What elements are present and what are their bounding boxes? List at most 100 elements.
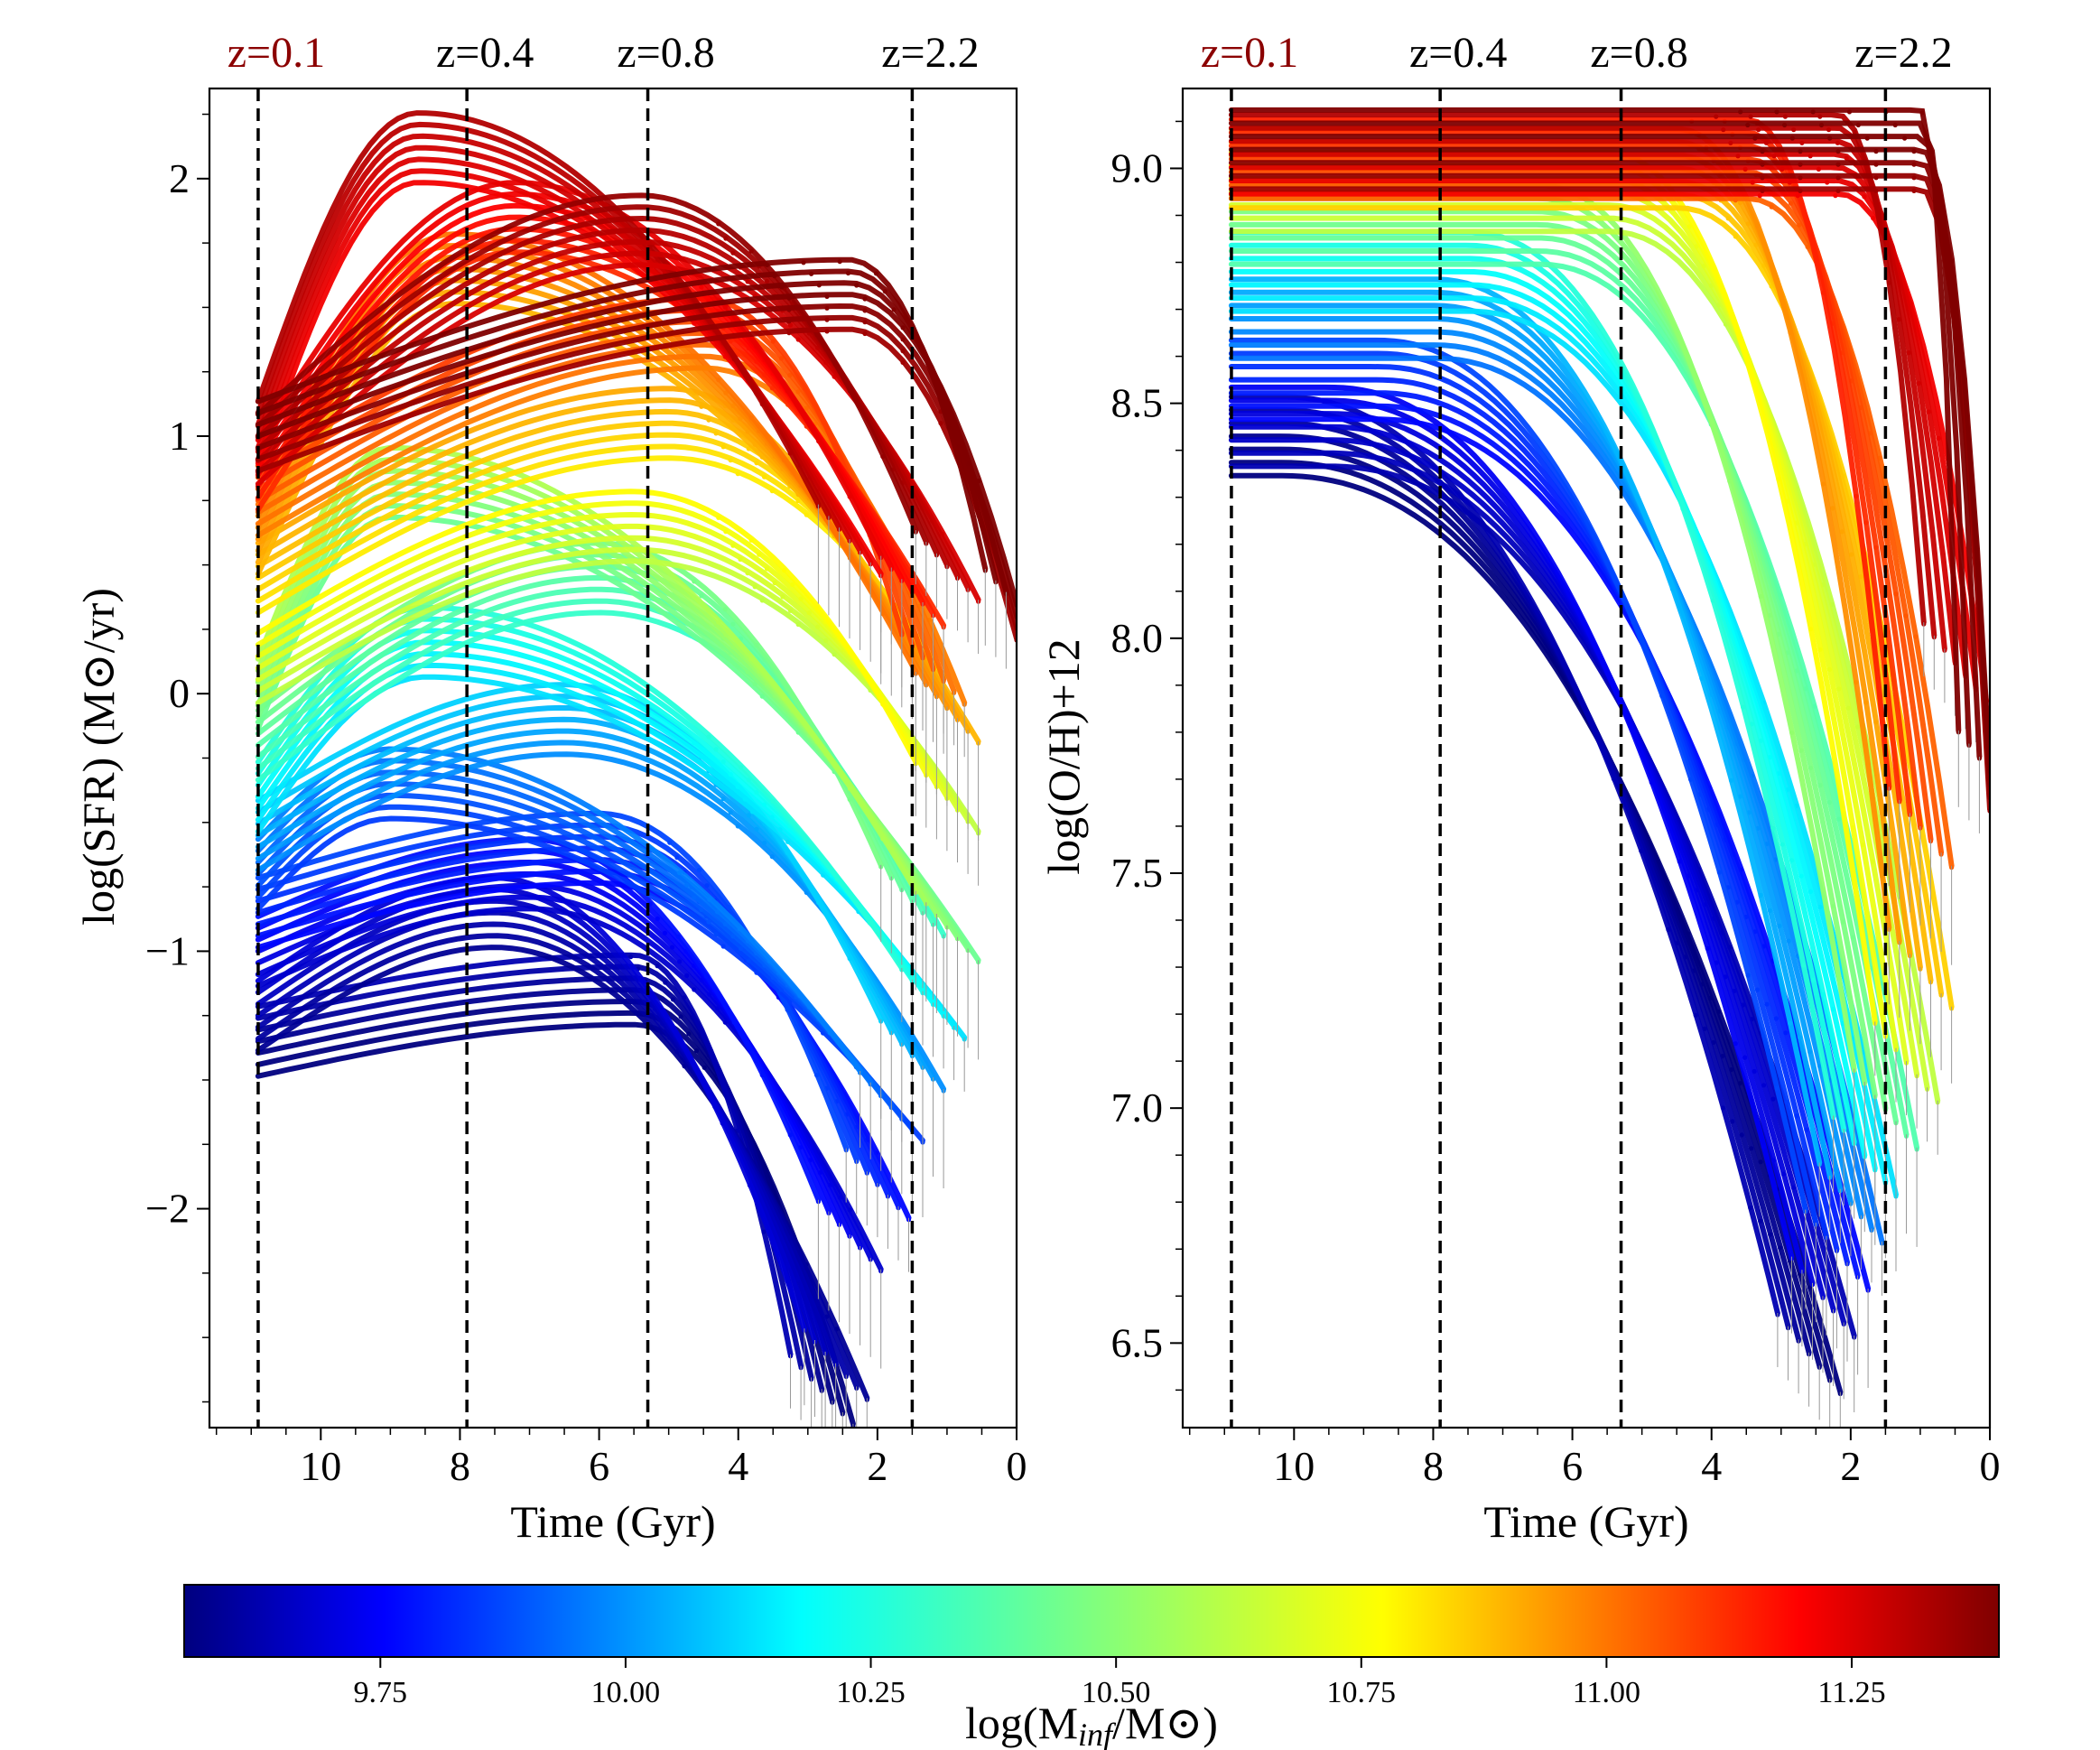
track-point bbox=[1789, 730, 1795, 736]
track-point bbox=[1798, 873, 1804, 879]
track-point bbox=[1873, 175, 1879, 181]
track-point bbox=[730, 543, 736, 548]
track-point bbox=[713, 747, 719, 752]
track-point bbox=[730, 403, 736, 408]
track-point bbox=[1745, 122, 1751, 128]
track-line bbox=[1228, 120, 1972, 747]
track-point bbox=[722, 304, 728, 310]
track-point bbox=[1755, 223, 1761, 228]
redshift-label: z=2.2 bbox=[881, 29, 979, 77]
track-point bbox=[946, 424, 952, 430]
track-point bbox=[731, 357, 737, 362]
track-point bbox=[708, 1050, 713, 1056]
track-point bbox=[769, 814, 775, 820]
track-point bbox=[1798, 748, 1804, 753]
x-tick-label: 10 bbox=[1273, 1443, 1315, 1489]
track-point bbox=[1659, 693, 1665, 699]
track-point bbox=[785, 1007, 790, 1012]
track-point bbox=[752, 681, 757, 687]
track-point bbox=[770, 798, 776, 805]
track-line bbox=[1228, 221, 1889, 1112]
track-point bbox=[745, 669, 750, 675]
track-point bbox=[797, 992, 803, 999]
track-point bbox=[722, 921, 728, 926]
track-point bbox=[684, 882, 690, 888]
track-point bbox=[834, 451, 841, 456]
track-line bbox=[1228, 112, 1927, 626]
track-point bbox=[1816, 166, 1821, 172]
track-point bbox=[1743, 358, 1749, 363]
track-point bbox=[786, 295, 792, 301]
track-point bbox=[1758, 1159, 1763, 1165]
right-ticks: 10 8 6 4 2 0 9.0 8.5 8.0 7.5 7.0 6.5 bbox=[1111, 120, 2001, 1489]
track-line bbox=[1228, 416, 1872, 1291]
track-line bbox=[1228, 268, 1868, 1159]
track-point bbox=[731, 1019, 737, 1025]
track-point bbox=[1764, 1001, 1770, 1007]
track-line bbox=[1228, 160, 1990, 787]
track-point bbox=[847, 649, 853, 655]
track-point bbox=[1911, 175, 1917, 181]
track-point bbox=[759, 598, 765, 603]
track-line bbox=[1228, 209, 1878, 1098]
track-point bbox=[1863, 520, 1869, 526]
right-panel: 10 8 6 4 2 09.08.58.07.57.06.5 z=0.1 z=0.4 z=0.… bbox=[1038, 29, 2001, 1547]
track-line bbox=[1228, 463, 1857, 1338]
track-point bbox=[1712, 266, 1717, 273]
track-point bbox=[737, 926, 742, 932]
track-point bbox=[1886, 280, 1891, 285]
track-point bbox=[723, 236, 729, 241]
track-point bbox=[862, 330, 868, 337]
track-point bbox=[880, 836, 886, 842]
track-line bbox=[1228, 261, 1920, 1150]
track-point bbox=[746, 446, 751, 451]
track-line bbox=[1228, 472, 1844, 1395]
track-line bbox=[1228, 337, 1808, 1213]
track-line bbox=[1228, 377, 1840, 1252]
track-point bbox=[824, 305, 830, 311]
track-line bbox=[1228, 364, 1829, 1239]
track-point bbox=[722, 607, 728, 612]
track-point bbox=[1639, 848, 1644, 853]
track-point bbox=[1902, 135, 1908, 141]
track-point bbox=[900, 325, 906, 330]
track-point bbox=[824, 317, 830, 322]
track-point bbox=[735, 471, 740, 477]
track-point bbox=[1738, 109, 1743, 115]
track-point bbox=[1817, 783, 1823, 788]
track-point bbox=[1911, 149, 1917, 154]
track-point bbox=[1640, 509, 1646, 515]
track-point bbox=[715, 909, 720, 915]
track-point bbox=[765, 262, 770, 267]
track-point bbox=[1693, 1012, 1698, 1018]
track-point bbox=[1728, 777, 1734, 783]
track-point bbox=[713, 931, 719, 937]
track-point bbox=[782, 457, 787, 463]
track-point bbox=[1680, 506, 1686, 512]
track-point bbox=[1817, 904, 1823, 910]
track-point bbox=[678, 1014, 683, 1019]
colorbar: 9.75 10.00 10.25 10.50 10.75 11.00 11.25 log(M… bbox=[183, 1584, 2000, 1750]
track-point bbox=[730, 934, 736, 939]
track-point bbox=[749, 809, 756, 814]
redshift-label: z=0.8 bbox=[1590, 29, 1687, 77]
track-line bbox=[1228, 433, 1812, 1355]
track-point bbox=[1761, 1144, 1766, 1150]
track-point bbox=[764, 278, 770, 284]
track-point bbox=[867, 920, 872, 926]
track-point bbox=[1733, 1041, 1738, 1047]
track-point bbox=[1769, 204, 1774, 209]
track-point bbox=[1845, 705, 1851, 711]
track-line bbox=[1228, 403, 1861, 1279]
track-line bbox=[1228, 289, 1833, 1179]
track-point bbox=[1701, 264, 1706, 269]
track-point bbox=[847, 796, 852, 803]
track-point bbox=[1720, 1105, 1725, 1111]
track-point bbox=[1797, 222, 1802, 228]
track-point bbox=[1870, 859, 1875, 864]
track-point bbox=[795, 621, 801, 628]
track-point bbox=[787, 322, 794, 328]
track-point bbox=[1611, 777, 1616, 782]
track-point bbox=[1757, 193, 1762, 199]
track-point bbox=[754, 970, 759, 975]
